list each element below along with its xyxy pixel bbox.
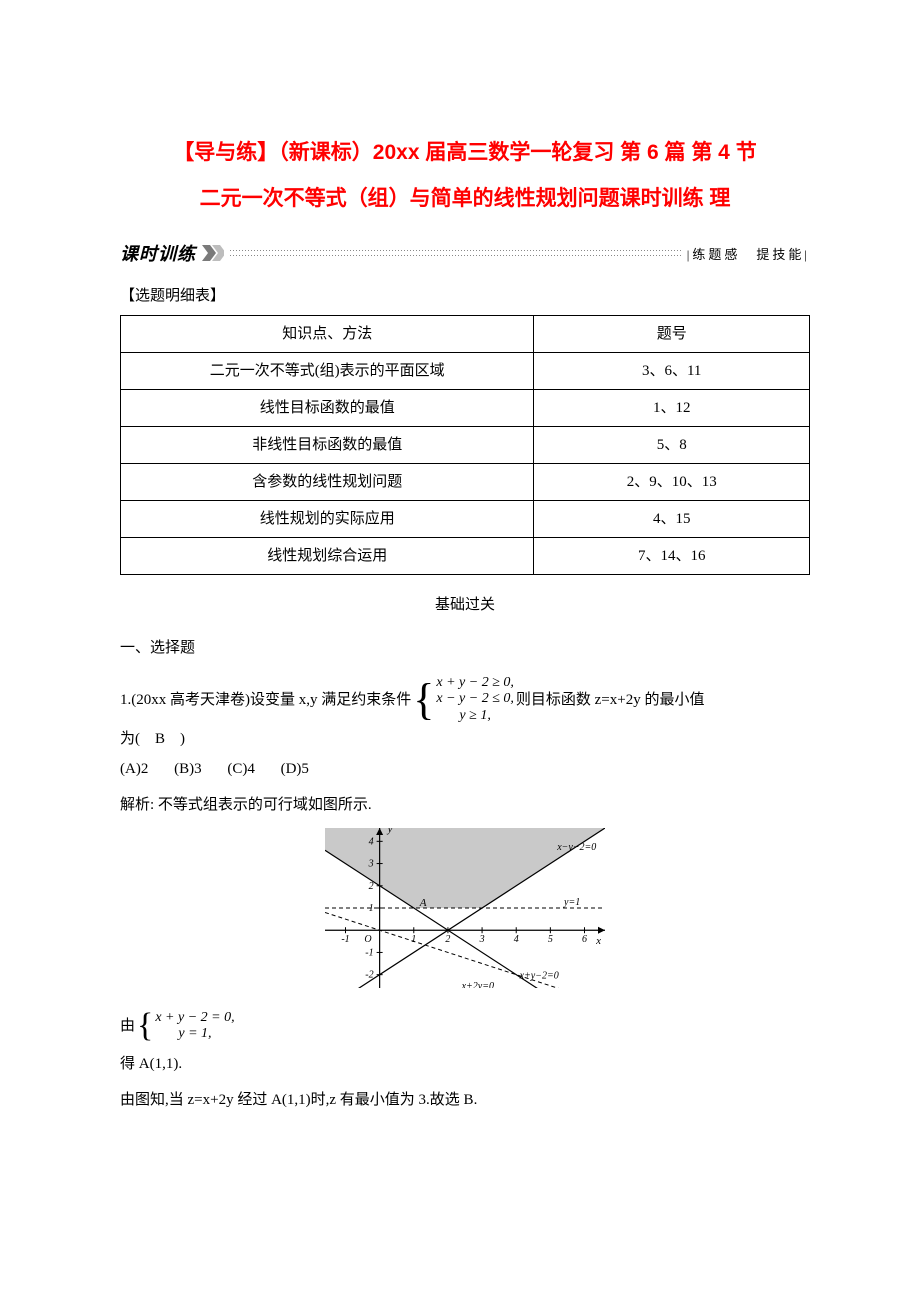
index-table: 知识点、方法 题号 二元一次不等式(组)表示的平面区域3、6、11线性目标函数的…	[120, 315, 810, 575]
table-row: 非线性目标函数的最值5、8	[121, 427, 810, 464]
svg-text:4: 4	[514, 934, 519, 945]
table-header-row: 知识点、方法 题号	[121, 316, 810, 353]
q1-stem-pre: 1.(20xx 高考天津卷)设变量 x,y 满足约束条件	[120, 685, 411, 715]
q1-sol-l2-pre: 由	[120, 1011, 135, 1041]
chevron-icon	[202, 245, 224, 261]
section-title: 基础过关	[120, 593, 810, 614]
svg-text:A: A	[419, 897, 427, 909]
q1-c2: x − y − 2 ≤ 0,	[436, 691, 514, 707]
cell-number: 3、6、11	[534, 353, 810, 390]
svg-text:y: y	[387, 828, 393, 835]
table-row: 线性规划综合运用7、14、16	[121, 538, 810, 575]
cell-number: 2、9、10、13	[534, 464, 810, 501]
doc-title-line1: 【导与练】（新课标）20xx 届高三数学一轮复习 第 6 篇 第 4 节	[120, 130, 810, 176]
svg-text:-1: -1	[365, 947, 373, 958]
cell-number: 1、12	[534, 390, 810, 427]
q1-stem-post: 则目标函数 z=x+2y 的最小值	[516, 685, 705, 715]
col-header-number: 题号	[534, 316, 810, 353]
question-1: 1.(20xx 高考天津卷)设变量 x,y 满足约束条件 { x + y − 2…	[120, 675, 810, 1114]
svg-text:2: 2	[369, 880, 374, 891]
table-row: 二元一次不等式(组)表示的平面区域3、6、11	[121, 353, 810, 390]
q1-options: (A)2 (B)3 (C)4 (D)5	[120, 754, 810, 784]
cell-topic: 线性规划综合运用	[121, 538, 534, 575]
table-row: 线性规划的实际应用4、15	[121, 501, 810, 538]
table-caption: 【选题明细表】	[120, 284, 810, 305]
cell-number: 5、8	[534, 427, 810, 464]
q1-stem-line2: 为( B )	[120, 724, 810, 754]
doc-title-line2: 二元一次不等式（组）与简单的线性规划问题课时训练 理	[120, 176, 810, 222]
ribbon: 课时训练 |练题感 提技能|	[120, 240, 810, 266]
q1-c3: y ≥ 1,	[436, 708, 514, 724]
svg-text:5: 5	[548, 934, 553, 945]
col-header-topic: 知识点、方法	[121, 316, 534, 353]
cell-topic: 线性规划的实际应用	[121, 501, 534, 538]
table-row: 线性目标函数的最值1、12	[121, 390, 810, 427]
table-row: 含参数的线性规划问题2、9、10、13	[121, 464, 810, 501]
q1-sol-l4: 由图知,当 z=x+2y 经过 A(1,1)时,z 有最小值为 3.故选 B.	[120, 1085, 810, 1115]
svg-text:3: 3	[368, 858, 374, 869]
svg-text:-1: -1	[341, 934, 349, 945]
svg-text:6: 6	[582, 934, 587, 945]
q1-constraints: { x + y − 2 ≥ 0, x − y − 2 ≤ 0, y ≥ 1,	[413, 675, 514, 723]
svg-text:4: 4	[369, 836, 374, 847]
ribbon-left: 课时训练	[120, 240, 202, 266]
q1-opt-a: (A)2	[120, 761, 148, 777]
q1-opt-c: (C)4	[227, 761, 255, 777]
cell-topic: 非线性目标函数的最值	[121, 427, 534, 464]
q1-opt-d: (D)5	[281, 761, 309, 777]
ribbon-right: |练题感 提技能|	[687, 244, 810, 263]
cell-number: 7、14、16	[534, 538, 810, 575]
q1-opt-b: (B)3	[174, 761, 202, 777]
ribbon-dots	[230, 250, 681, 256]
section-label: 一、选择题	[120, 636, 810, 657]
q1-solve-system: { x + y − 2 = 0, y = 1,	[137, 1009, 235, 1043]
q1-s2: y = 1,	[155, 1026, 234, 1042]
svg-text:x−y−2=0: x−y−2=0	[556, 842, 596, 853]
cell-number: 4、15	[534, 501, 810, 538]
svg-text:x+y−2=0: x+y−2=0	[519, 970, 559, 981]
q1-c1: x + y − 2 ≥ 0,	[436, 675, 514, 691]
feasible-region-graph: -1123456-2-11234OyxAx−y−2=0y=1x+y−2=0x+2…	[120, 828, 810, 999]
q1-s1: x + y − 2 = 0,	[155, 1010, 234, 1026]
svg-text:x: x	[595, 935, 601, 947]
svg-text:2: 2	[445, 934, 450, 945]
svg-text:3: 3	[479, 934, 485, 945]
svg-text:O: O	[364, 934, 371, 945]
q1-sol-l3: 得 A(1,1).	[120, 1049, 810, 1079]
svg-text:1: 1	[411, 934, 416, 945]
svg-text:x+2y=0: x+2y=0	[461, 981, 494, 988]
cell-topic: 线性目标函数的最值	[121, 390, 534, 427]
cell-topic: 含参数的线性规划问题	[121, 464, 534, 501]
cell-topic: 二元一次不等式(组)表示的平面区域	[121, 353, 534, 390]
svg-text:y=1: y=1	[563, 897, 580, 908]
q1-sol-l1: 解析: 不等式组表示的可行域如图所示.	[120, 790, 810, 820]
